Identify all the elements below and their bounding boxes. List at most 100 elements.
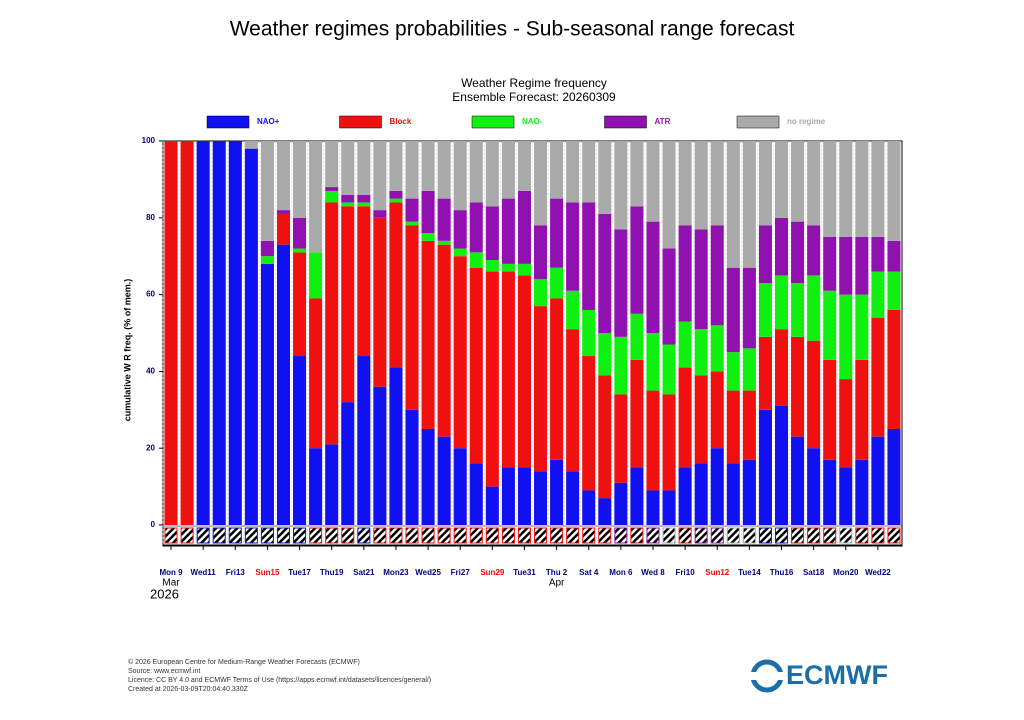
bar-segment	[662, 141, 676, 249]
legend-label: ATR	[655, 117, 671, 126]
dominant-box	[694, 527, 708, 544]
dominant-box	[774, 527, 789, 544]
bar-segment	[164, 141, 178, 525]
dominant-box	[855, 527, 869, 544]
bar-segment	[405, 198, 419, 222]
x-tick-label: Fri13	[226, 568, 246, 577]
dominant-box	[887, 527, 901, 544]
bar-segment	[357, 206, 371, 357]
bar-segment	[293, 248, 307, 253]
bar-segment	[742, 267, 756, 349]
bar-segment	[758, 141, 772, 226]
dominant-box	[807, 527, 821, 544]
bar-segment	[839, 141, 853, 237]
bar-segment	[485, 486, 499, 525]
dominant-box	[758, 527, 772, 544]
bar-segment	[694, 375, 708, 464]
bar-segment	[437, 141, 451, 199]
bar-segment	[437, 240, 451, 245]
dominant-box	[260, 527, 274, 544]
bar-segment	[839, 237, 853, 295]
dominant-box	[614, 527, 628, 544]
bar-segment	[534, 279, 548, 307]
bar-segment	[260, 240, 274, 257]
bar-segment	[710, 325, 724, 372]
bar-segment	[453, 141, 467, 211]
bar-segment	[630, 467, 644, 525]
y-tick-label: 20	[146, 443, 155, 452]
dominant-box	[566, 527, 580, 544]
dominant-box-fill	[534, 527, 548, 544]
bar-segment	[260, 141, 274, 241]
bar-segment	[839, 467, 853, 525]
x-tick-label: Sat21	[353, 568, 375, 577]
bar-segment	[823, 459, 837, 525]
dominant-box	[357, 527, 371, 544]
bar-segment	[566, 202, 580, 291]
dominant-box-fill	[855, 527, 869, 544]
x-tick-label: Fri10	[676, 568, 696, 577]
bar-segment	[550, 267, 564, 299]
footer-line: © 2026 European Centre for Medium-Range …	[128, 658, 360, 666]
bar-segment	[855, 141, 869, 237]
bar-segment	[357, 141, 371, 195]
x-tick-label: Mon23	[383, 568, 409, 577]
dominant-box	[453, 527, 467, 544]
bar-segment	[293, 217, 307, 249]
x-tick-label: Mon 6	[609, 568, 633, 577]
dominant-box-fill	[887, 527, 901, 544]
dominant-box-fill	[807, 527, 821, 544]
dominant-box-fill	[276, 527, 291, 544]
bar-segment	[614, 394, 628, 483]
dominant-box	[823, 527, 837, 544]
bar-segment	[421, 429, 435, 525]
bar-segment	[598, 498, 612, 525]
bar-segment	[694, 463, 708, 525]
dominant-box	[196, 527, 210, 544]
bar-segment	[501, 271, 515, 468]
bar-segment	[325, 202, 339, 445]
bar-segment	[774, 405, 789, 525]
bar-segment	[598, 141, 612, 214]
dominant-box-fill	[373, 527, 387, 544]
bar-segment	[887, 141, 901, 241]
dominant-box-fill	[614, 527, 628, 544]
dominant-box-fill	[501, 527, 515, 544]
bar-segment	[614, 229, 628, 337]
dominant-box	[325, 527, 339, 544]
dominant-box-fill	[726, 527, 740, 544]
dominant-box-fill	[212, 527, 226, 544]
bar-segment	[710, 448, 724, 525]
dominant-box-fill	[357, 527, 371, 544]
dominant-box-fill	[646, 527, 660, 544]
bar-segment	[180, 141, 194, 525]
bar-segment	[485, 260, 499, 272]
bar-segment	[630, 359, 644, 468]
bar-segment	[646, 221, 660, 333]
bar-segment	[855, 359, 869, 460]
bar-segment	[341, 402, 355, 525]
bar-segment	[260, 256, 274, 264]
dominant-box-fill	[196, 527, 210, 544]
dominant-box	[389, 527, 403, 544]
dominant-box-fill	[582, 527, 596, 544]
dominant-box	[839, 527, 853, 544]
x-tick-label: Thu19	[320, 568, 344, 577]
bar-segment	[807, 141, 821, 226]
bar-segment	[469, 141, 483, 203]
x-tick-label: Wed 8	[641, 568, 665, 577]
bar-segment	[566, 471, 580, 525]
bar-segment	[325, 444, 339, 525]
dominant-box	[791, 527, 805, 544]
bar-segment	[341, 202, 355, 207]
bar-segment	[791, 141, 805, 222]
x-tick-label: Sun29	[480, 568, 505, 577]
dominant-box-fill	[293, 527, 307, 544]
bar-segment	[485, 141, 499, 207]
dominant-box-fill	[421, 527, 435, 544]
dominant-box	[582, 527, 596, 544]
bar-segment	[550, 459, 564, 525]
bar-segment	[501, 141, 515, 199]
dominant-box	[212, 527, 226, 544]
dominant-box	[485, 527, 499, 544]
